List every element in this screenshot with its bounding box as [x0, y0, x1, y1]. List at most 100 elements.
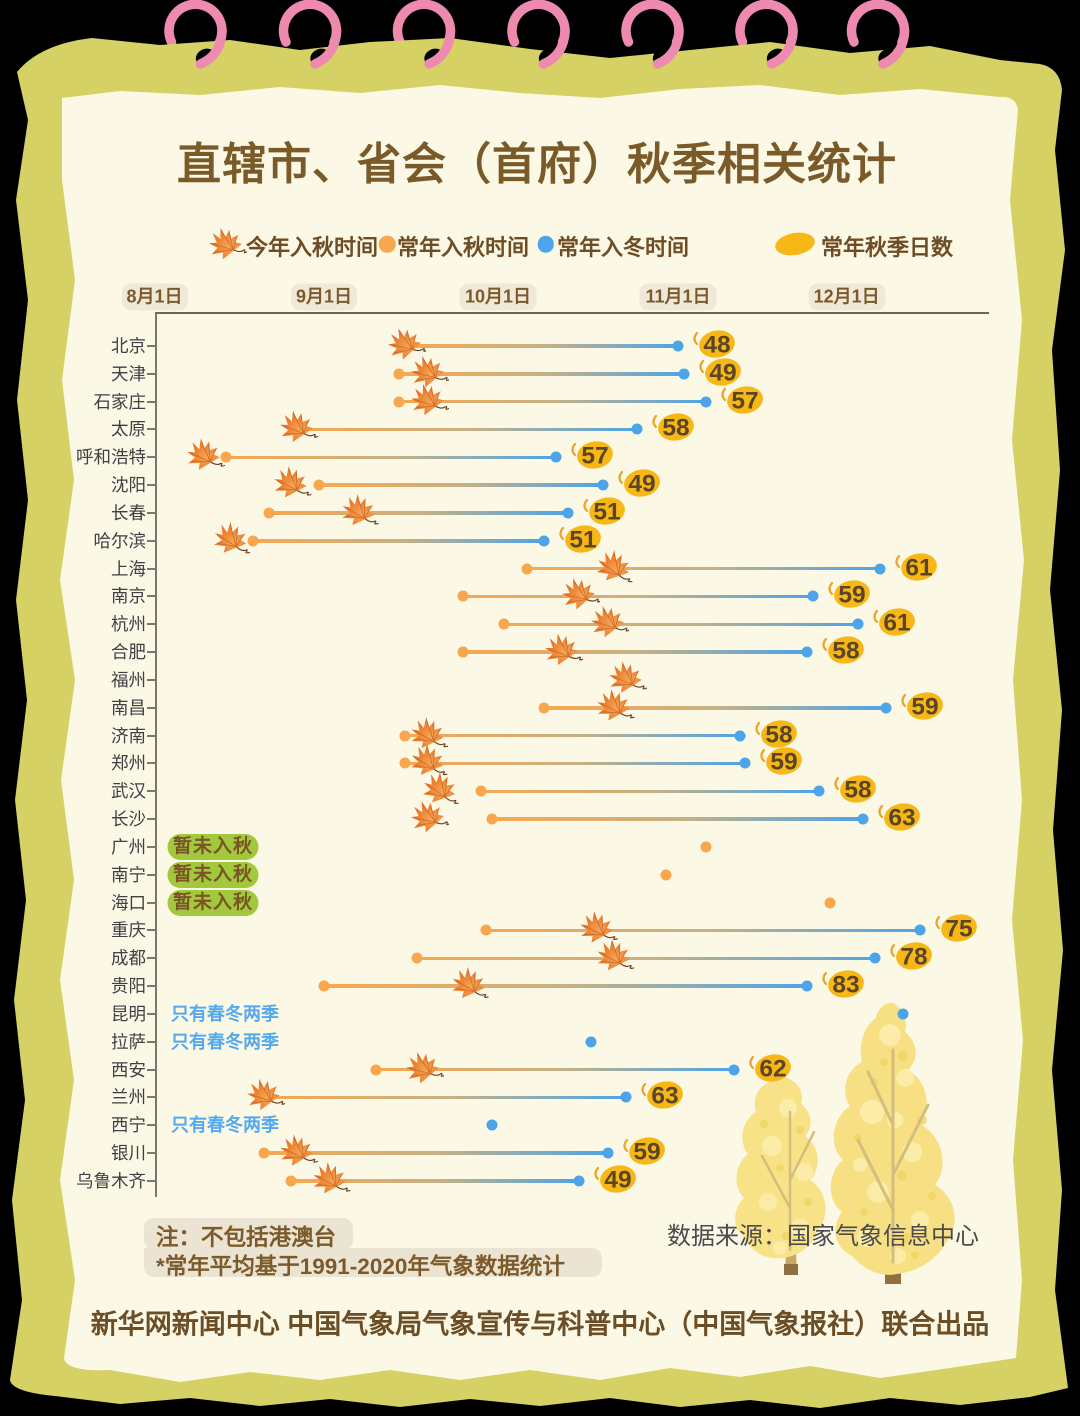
usual-autumn-dot [393, 368, 405, 380]
data-source: 数据来源：国家气象信息中心 [667, 1223, 979, 1250]
this-year-leaf [276, 406, 318, 448]
status-text-two-seasons: 只有春冬两季 [171, 1115, 279, 1136]
autumn-days-badge: 59 [748, 743, 820, 781]
autumn-days-badge: 48 [681, 326, 753, 364]
usual-autumn-dot [700, 841, 712, 853]
row-line [263, 1151, 609, 1155]
autumn-days-badge: 58 [743, 716, 815, 754]
svg-text:59: 59 [634, 1139, 661, 1166]
row-line [302, 427, 638, 432]
svg-text:63: 63 [889, 805, 916, 832]
svg-text:75: 75 [945, 916, 972, 943]
axis-tick [146, 929, 155, 932]
page-title: 直辖市、省会（首府）秋季相关统计 [177, 140, 897, 189]
usual-winter-dot [678, 368, 690, 380]
svg-text:62: 62 [760, 1055, 787, 1082]
this-year-leaf [407, 796, 450, 838]
axis-tick [146, 1179, 155, 1182]
row-line [399, 399, 707, 404]
usual-autumn-dot [486, 813, 498, 825]
city-label: 杭州 [111, 614, 146, 635]
status-text-two-seasons: 只有春冬两季 [171, 1003, 279, 1024]
autumn-days-badge: 83 [810, 966, 882, 1004]
usual-winter-dot [620, 1091, 632, 1103]
axis-tick [146, 623, 155, 626]
usual-winter-dot [897, 1008, 909, 1020]
axis-tick-label: 12月1日 [808, 283, 886, 311]
city-label: 天津 [111, 363, 146, 384]
axis-tick-label: 11月1日 [639, 283, 717, 311]
this-year-leaf [309, 1158, 351, 1200]
usual-winter-dot [728, 1064, 740, 1076]
this-year-leaf [407, 379, 450, 421]
row-line [544, 706, 886, 710]
usual-autumn-dot [475, 785, 487, 797]
this-year-leaf [419, 768, 461, 810]
axis-tick [146, 1068, 155, 1071]
axis-tick [146, 567, 155, 570]
status-text-two-seasons: 只有春冬两季 [171, 1031, 279, 1052]
autumn-days-badge: 51 [547, 521, 619, 559]
usual-winter-dot [801, 646, 813, 658]
autumn-days-badge: 59 [816, 576, 888, 614]
usual-autumn-dot [538, 702, 550, 714]
this-year-leaf [558, 573, 601, 615]
this-year-leaf [407, 740, 449, 782]
this-year-leaf [593, 546, 635, 588]
legend-label: 今年入秋时间 [246, 235, 379, 260]
axis-tick [146, 428, 155, 431]
svg-text:58: 58 [663, 415, 690, 442]
usual-autumn-dot [498, 618, 510, 630]
usual-winter-dot [562, 507, 574, 519]
axis-tick [146, 539, 155, 542]
row-line [486, 928, 920, 933]
svg-text:58: 58 [765, 721, 792, 748]
svg-text:59: 59 [771, 749, 798, 776]
usual-winter-dot [869, 952, 881, 964]
svg-text:78: 78 [900, 944, 927, 971]
row-line [416, 956, 875, 960]
city-label: 合肥 [111, 642, 146, 663]
axis-tick [146, 372, 155, 375]
autumn-days-badge: 61 [861, 604, 933, 642]
producer: 新华网新闻中心 中国气象局气象宣传与科普中心（中国气象报社）联合出品 [90, 1309, 990, 1340]
row-line [463, 650, 808, 654]
this-year-leaf [270, 462, 312, 504]
axis-tick [146, 345, 155, 347]
usual-autumn-dot [399, 730, 411, 742]
this-year-leaf [402, 1047, 444, 1089]
axis-tick [146, 484, 155, 487]
autumn-days-badge: 58 [810, 632, 882, 670]
autumn-days-badge: 49 [582, 1161, 654, 1199]
this-year-leaf [276, 1130, 318, 1172]
city-label: 银川 [111, 1143, 146, 1164]
usual-autumn-dot [258, 1147, 270, 1159]
svg-text:51: 51 [570, 526, 597, 553]
usual-winter-dot [813, 785, 824, 797]
tree-left [735, 1076, 826, 1275]
autumn-days-badge: 63 [629, 1077, 701, 1115]
axis-tick [146, 400, 155, 403]
this-year-leaf [593, 685, 635, 727]
row-line [291, 1179, 580, 1183]
svg-text:59: 59 [838, 582, 865, 609]
this-year-leaf [576, 907, 618, 949]
city-label: 拉萨 [111, 1031, 146, 1052]
row-line [376, 1067, 735, 1072]
city-label: 广州 [111, 836, 146, 857]
row-line [263, 1095, 626, 1100]
legend-label: 常年入秋时间 [397, 235, 530, 260]
autumn-days-badge: 62 [737, 1050, 809, 1088]
usual-autumn-dot [457, 590, 469, 602]
note-line: *常年平均基于1991-2020年气象数据统计 [156, 1254, 565, 1279]
usual-winter-dot [585, 1036, 597, 1048]
axis-tick [146, 595, 155, 598]
autumn-days-badge: 59 [889, 688, 961, 726]
spiral-rings-front [195, 26, 910, 69]
usual-winter-dot [857, 813, 869, 825]
usual-autumn-dot [457, 646, 469, 658]
axis-tick-label: 9月1日 [291, 283, 357, 311]
city-label: 石家庄 [93, 391, 147, 412]
svg-text:83: 83 [833, 972, 860, 999]
